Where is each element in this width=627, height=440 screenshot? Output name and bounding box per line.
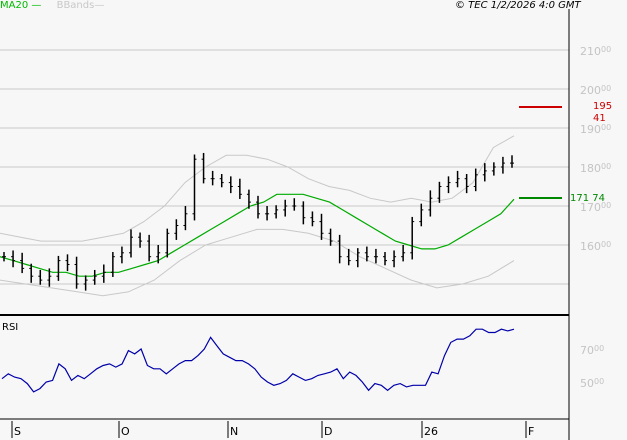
- price-axis-label: 20000: [580, 84, 612, 97]
- ma-last-value-label: 171 74: [570, 193, 605, 204]
- price-axis-label: 18000: [580, 162, 612, 175]
- x-axis-label: S: [14, 425, 21, 438]
- bband-upper-line: [0, 135, 515, 242]
- bband-lower-line: [0, 228, 515, 297]
- rsi-line: [1, 328, 515, 393]
- copyright-timestamp: © TEC 1/2/2026 4:0 GMT: [455, 0, 581, 11]
- x-axis-label: 26: [424, 425, 438, 438]
- target-level-label: 195 41: [593, 101, 613, 124]
- price-gridlines: [0, 49, 569, 285]
- x-axis-label: D: [324, 425, 333, 438]
- rsi-panel-title: RSI: [2, 322, 19, 333]
- legend-bbands: BBands—: [56, 0, 105, 11]
- price-axis-label: 21000: [580, 45, 612, 58]
- legend: MA20 — BBands—: [0, 0, 104, 12]
- legend-ma20: MA20 —: [0, 0, 42, 11]
- price-axis-label: 17000: [580, 201, 612, 214]
- price-axis-label: 16000: [580, 240, 612, 253]
- x-axis-ticks: [11, 421, 527, 438]
- rsi-axis-label: 5000: [580, 377, 605, 390]
- rsi-axis-label: 7000: [580, 344, 605, 357]
- x-axis-label: F: [528, 425, 535, 438]
- price-bars: [2, 152, 514, 291]
- price-axis-label: 19000: [580, 123, 612, 136]
- x-axis-label: O: [121, 425, 130, 438]
- x-axis-label: N: [230, 425, 239, 438]
